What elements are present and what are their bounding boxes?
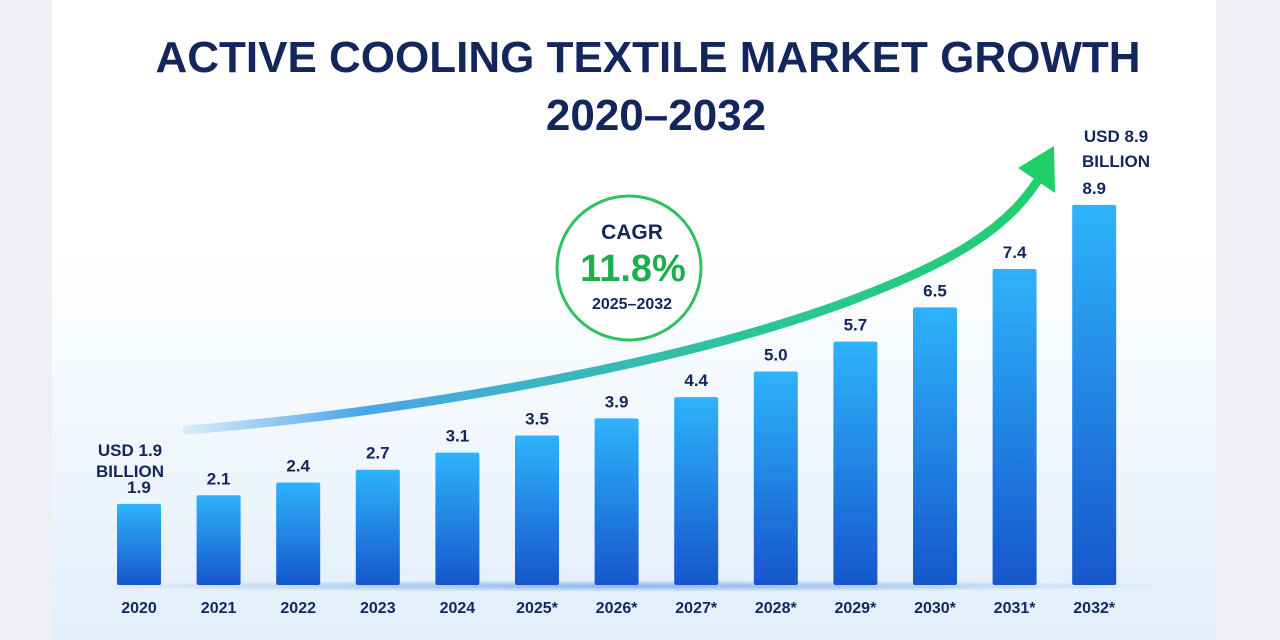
bar-2022: [276, 482, 321, 585]
bar-2021: [196, 495, 241, 585]
bar-2031: [992, 269, 1037, 585]
x-tick-label: 2022: [280, 600, 316, 617]
chart-svg: ACTIVE COOLING TEXTILE MARKET GROWTH 202…: [72, 33, 1192, 617]
chart-title: ACTIVE COOLING TEXTILE MARKET GROWTH: [155, 33, 1140, 82]
bar-value-label: 7.4: [1003, 243, 1027, 262]
start-callout-line-1: USD 1.9: [98, 441, 162, 460]
x-tick-label: 2030*: [914, 600, 957, 617]
bar-2030: [913, 307, 957, 585]
bar-value-label: 3.5: [525, 410, 549, 429]
x-tick-label: 2020: [121, 600, 157, 617]
x-tick-label: 2023: [360, 600, 396, 617]
end-callout-line-2: BILLION: [1082, 152, 1150, 171]
bar-value-label: 4.4: [684, 371, 708, 390]
chart-panel: ACTIVE COOLING TEXTILE MARKET GROWTH 202…: [52, 0, 1216, 640]
x-tick-label: 2024: [440, 600, 476, 617]
bar-2027: [674, 397, 719, 585]
growth-arrow-head: [1018, 146, 1055, 193]
bar-value-label: 6.5: [923, 281, 947, 300]
x-tick-label: 2032*: [1073, 600, 1116, 617]
bar-2020: [117, 503, 161, 585]
bar-value-label: 5.0: [764, 346, 788, 365]
x-tick-label: 2026*: [596, 600, 639, 617]
bar-value-label: 3.9: [605, 392, 629, 411]
bar-2026: [594, 418, 639, 585]
x-tick-label: 2031*: [994, 600, 1037, 617]
bar-value-label: 5.7: [844, 316, 868, 335]
bar-value-label: 2.7: [366, 444, 390, 463]
cagr-label: CAGR: [601, 221, 663, 244]
baseline-glow: [72, 580, 1192, 592]
growth-arrow-line: [182, 165, 1049, 435]
x-tick-label: 2029*: [834, 600, 877, 617]
x-tick-label: 2025*: [516, 600, 559, 617]
x-tick-label: 2028*: [755, 600, 798, 617]
bars-layer: 1.9 2020 2.1 2021 2.4 2022 2.7 2023 3.1 2024 3.5 20…: [117, 179, 1117, 617]
bar-value-label: 3.1: [446, 427, 470, 446]
bar-2024: [435, 452, 480, 585]
bar-2025: [515, 435, 559, 585]
end-callout-line-1: USD 8.9: [1084, 127, 1148, 146]
bar-value-label: 2.1: [207, 469, 231, 488]
bar-value-label: 2.4: [286, 457, 310, 476]
cagr-period: 2025–2032: [592, 296, 672, 313]
cagr-badge: CAGR 11.8% 2025–2032: [555, 194, 703, 342]
start-callout-line-2: BILLION: [96, 462, 164, 481]
bar-value-label: 8.9: [1082, 179, 1106, 198]
bar-2028: [753, 371, 798, 585]
chart-subtitle: 2020–2032: [546, 91, 766, 140]
bar-2029: [833, 341, 878, 585]
bar-value-label: 1.9: [127, 478, 151, 497]
bar-2023: [355, 469, 400, 585]
cagr-value: 11.8%: [580, 248, 686, 290]
x-tick-label: 2027*: [675, 600, 718, 617]
cagr-ring: [555, 194, 703, 342]
bar-2032: [1072, 204, 1117, 585]
x-tick-label: 2021: [201, 600, 237, 617]
